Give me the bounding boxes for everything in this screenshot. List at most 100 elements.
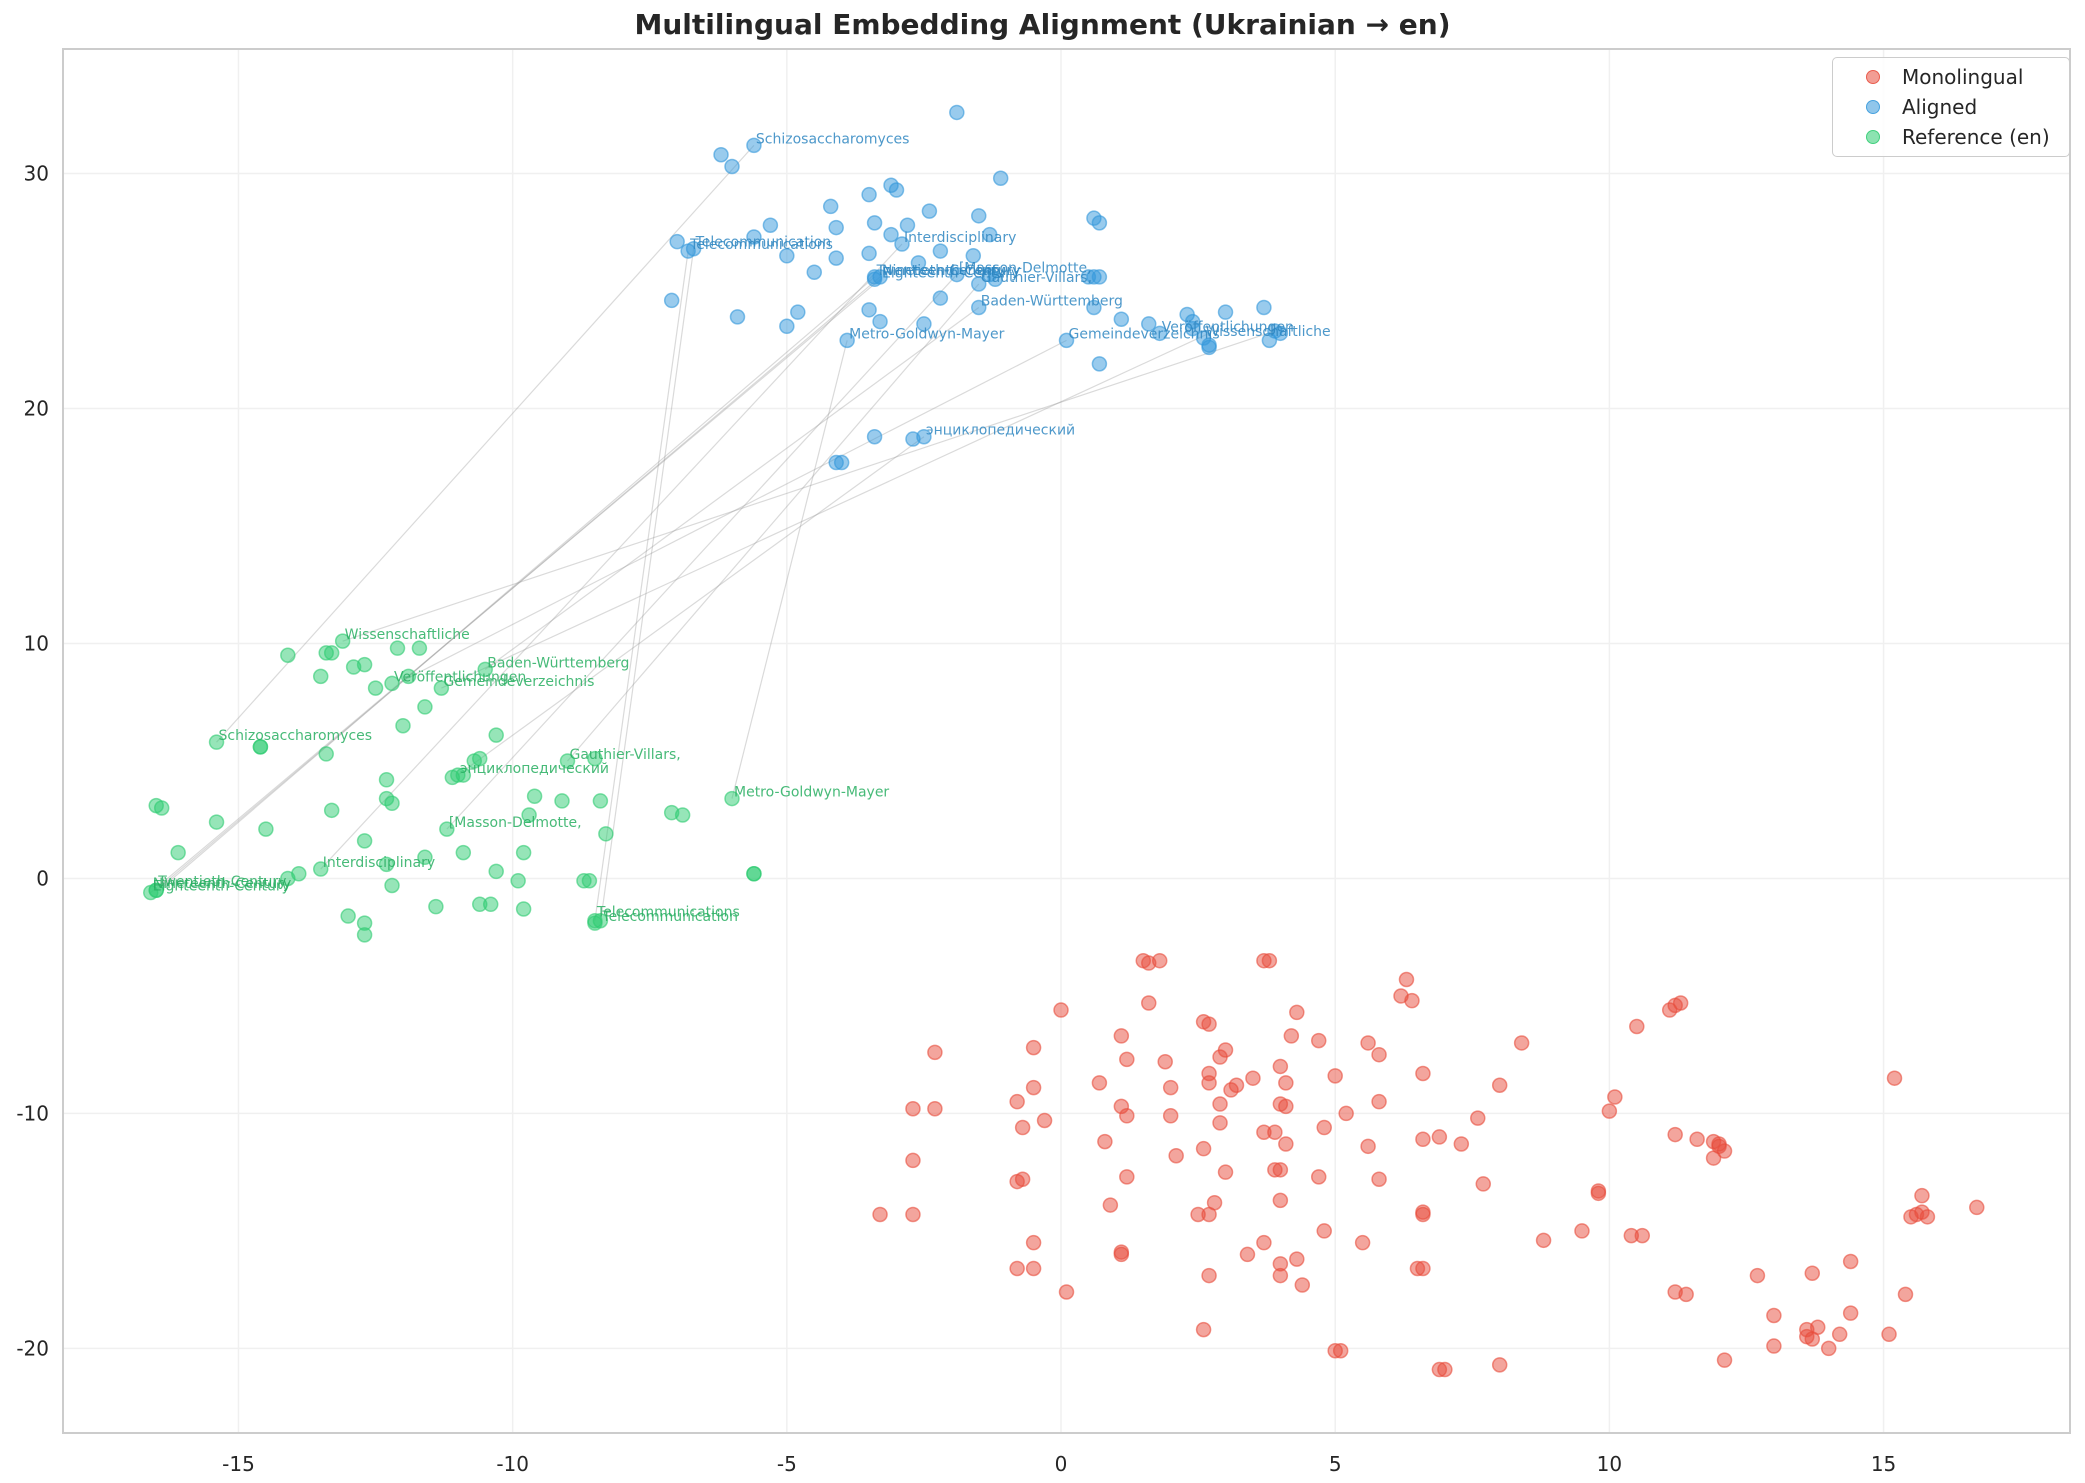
x-tick-label: 5 — [1329, 1452, 1342, 1476]
data-point — [1289, 1251, 1305, 1267]
data-point — [280, 870, 296, 887]
data-point — [1184, 320, 1201, 337]
data-point — [888, 182, 905, 198]
data-point — [153, 800, 170, 816]
data-point — [417, 849, 433, 866]
data-point — [971, 276, 987, 292]
data-point — [356, 833, 373, 849]
data-point — [515, 901, 532, 917]
data-point — [411, 640, 428, 656]
x-tick-label: 0 — [1055, 1452, 1068, 1476]
legend-item-reference: Reference (en) — [1833, 122, 2069, 152]
data-point — [1217, 1042, 1234, 1058]
x-tick-label: -10 — [496, 1452, 529, 1476]
data-point — [1842, 1253, 1859, 1270]
data-point — [1141, 316, 1157, 332]
data-point — [839, 332, 855, 349]
data-point — [1086, 299, 1102, 316]
data-point — [1195, 1140, 1212, 1157]
data-point — [1475, 1176, 1492, 1192]
data-point — [1009, 1260, 1025, 1277]
data-point — [1267, 1124, 1283, 1140]
point-label: Nineteenth-Century — [882, 263, 1021, 279]
data-point — [389, 640, 406, 656]
data-point — [1113, 1028, 1130, 1044]
data-point — [669, 233, 685, 250]
data-point — [1036, 1112, 1053, 1129]
data-point — [334, 633, 351, 649]
data-point — [932, 243, 949, 259]
data-point — [987, 271, 1003, 288]
point-label: Nineteenth-Century — [153, 876, 292, 892]
data-point — [378, 772, 395, 788]
data-point — [1119, 1108, 1135, 1124]
data-point — [1371, 1171, 1387, 1187]
data-point — [1091, 215, 1108, 231]
data-point — [1272, 1267, 1289, 1284]
data-point — [905, 1100, 921, 1117]
data-point — [866, 215, 883, 231]
data-point — [899, 217, 916, 233]
data-point — [729, 309, 746, 325]
data-point — [1831, 1326, 1848, 1343]
data-point — [1272, 1192, 1289, 1209]
data-point — [927, 1044, 943, 1061]
x-tick-label: 10 — [1597, 1452, 1622, 1476]
data-point — [921, 203, 938, 219]
data-point — [663, 292, 680, 309]
data-point — [1766, 1307, 1782, 1324]
point-label: Eighteenth-Century — [882, 265, 1019, 281]
data-point — [1058, 332, 1075, 349]
data-point — [790, 304, 806, 320]
data-point — [1607, 1089, 1623, 1105]
point-label: Metro-Goldwyn-Mayer — [734, 785, 889, 801]
data-point — [883, 226, 899, 243]
data-point — [1009, 1093, 1025, 1110]
data-point — [1283, 1028, 1300, 1044]
point-label: Metro-Goldwyn-Mayer — [849, 326, 1004, 342]
data-point — [1453, 1136, 1470, 1152]
data-point — [971, 299, 987, 316]
data-point — [1332, 1343, 1349, 1359]
data-point — [1316, 1119, 1332, 1136]
x-tick-label: -15 — [222, 1452, 255, 1476]
data-point — [1272, 325, 1289, 342]
data-point — [521, 807, 537, 823]
x-axis-ticks: -15 -10 -5 0 5 10 15 — [222, 1452, 1896, 1476]
data-point — [910, 255, 927, 271]
data-point — [1195, 1321, 1212, 1338]
legend-label: Aligned — [1902, 95, 1978, 119]
data-point — [1601, 1103, 1618, 1119]
data-point — [1091, 356, 1108, 372]
data-point — [1014, 1171, 1031, 1187]
legend-item-monolingual: Monolingual — [1833, 62, 2069, 92]
data-point — [724, 790, 740, 807]
data-point — [1470, 1110, 1486, 1126]
data-point — [1431, 1129, 1448, 1145]
data-point — [1711, 1138, 1727, 1155]
point-label: Gemeindeverzeichnis — [1069, 326, 1220, 342]
point-label: Telecommunications — [689, 237, 833, 253]
data-point — [1113, 1246, 1130, 1263]
data-point — [488, 727, 504, 743]
plot-frame — [62, 48, 2071, 1434]
point-label: Telecommunication — [695, 235, 832, 251]
point-label: энциклопедический — [460, 761, 609, 777]
data-point — [384, 675, 400, 692]
data-point — [1415, 1065, 1431, 1082]
data-point — [1415, 1131, 1431, 1148]
data-point — [1245, 1070, 1261, 1086]
data-point — [1908, 1206, 1925, 1223]
data-point — [318, 645, 334, 661]
data-point — [1053, 1002, 1069, 1018]
data-point — [806, 264, 823, 280]
data-point — [581, 873, 598, 889]
series-monolingual — [872, 952, 1985, 1378]
data-point — [395, 717, 411, 734]
data-point — [1404, 992, 1420, 1009]
data-point — [1025, 1079, 1042, 1096]
data-point — [1157, 1053, 1173, 1070]
data-point — [312, 668, 329, 685]
point-label: Twentieth-Century — [157, 874, 286, 890]
